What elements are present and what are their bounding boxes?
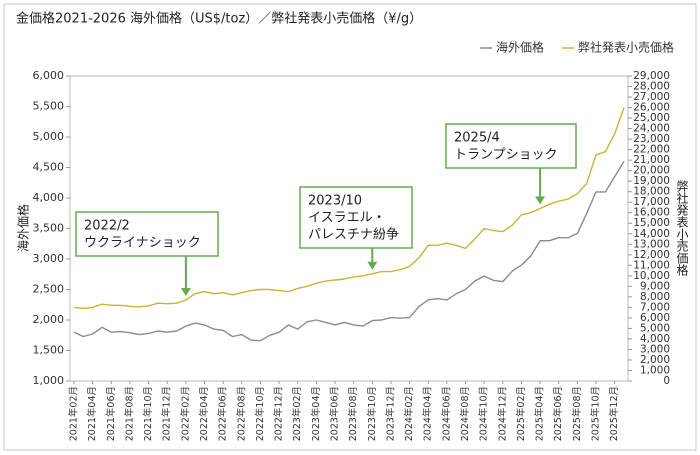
- x-tick-label: 2021年06月: [105, 386, 117, 441]
- x-tick-label: 2023年12月: [384, 386, 396, 441]
- y2-tick-label: 4,000: [640, 333, 670, 345]
- x-tick-label: 2024年06月: [440, 386, 452, 441]
- y2-tick-label: 17,000: [633, 196, 670, 208]
- y2-tick-label: 23,000: [633, 133, 670, 145]
- x-tick-label: 2021年02月: [68, 386, 80, 441]
- x-tick-label: 2025年12月: [608, 386, 620, 441]
- y2-tick-label: 0: [663, 375, 670, 387]
- x-tick-label: 2022年06月: [217, 386, 229, 441]
- y2-tick-label: 28,000: [633, 81, 670, 93]
- x-tick-label: 2022年12月: [273, 386, 285, 441]
- y2-tick-label: 24,000: [633, 123, 670, 135]
- y2-tick-label: 1,000: [640, 364, 670, 376]
- y2-tick-label: 8,000: [640, 291, 670, 303]
- x-tick-label: 2021年10月: [142, 386, 154, 441]
- y2-tick-label: 21,000: [633, 154, 670, 166]
- annotation-arrowhead: [180, 288, 191, 297]
- annotation-text: 2022/2: [84, 219, 130, 234]
- x-tick-label: 2021年12月: [161, 386, 173, 441]
- x-tick-label: 2024年12月: [496, 386, 508, 441]
- x-tick-label: 2021年08月: [123, 386, 135, 441]
- y2-tick-label: 26,000: [633, 102, 670, 114]
- y2-tick-label: 18,000: [633, 186, 670, 198]
- annotation-box: [75, 211, 219, 257]
- x-tick-label: 2025年06月: [552, 386, 564, 441]
- annotation-box: [445, 123, 577, 169]
- x-tick-label: 2024年08月: [459, 386, 471, 441]
- y2-tick-label: 29,000: [633, 70, 670, 82]
- series-line: [73, 161, 625, 342]
- annotation-text: トランプショック: [454, 148, 558, 163]
- y2-tick-label: 9,000: [640, 280, 670, 292]
- y2-tick-label: 7,000: [640, 301, 670, 313]
- y2-tick-label: 10,000: [633, 270, 670, 282]
- y2-tick-label: 6,000: [640, 312, 670, 324]
- y2-tick-label: 13,000: [633, 238, 670, 250]
- y-tick-label: 5,000: [33, 130, 65, 143]
- x-tick-label: 2025年08月: [571, 386, 583, 441]
- x-tick-label: 2024年10月: [478, 386, 490, 441]
- y2-tick-label: 25,000: [633, 112, 670, 124]
- x-tick-label: 2022年08月: [235, 386, 247, 441]
- y2-tick-label: 15,000: [633, 217, 670, 229]
- y2-tick-label: 11,000: [633, 259, 670, 271]
- y2-tick-label: 14,000: [633, 228, 670, 240]
- chart-title: 金価格2021-2026 海外価格（US$/toz）／弊社発表小売価格（¥/g）: [16, 11, 422, 27]
- legend-label: 海外価格: [496, 40, 544, 55]
- y-tick-label: 4,000: [33, 191, 65, 204]
- y2-tick-label: 16,000: [633, 207, 670, 219]
- series-line: [73, 107, 625, 310]
- annotation-text: パレスチナ紛争: [308, 228, 399, 243]
- x-tick-label: 2024年04月: [422, 386, 434, 441]
- y-tick-label: 1,500: [33, 344, 65, 357]
- annotation-text: イスラエル・: [308, 211, 386, 226]
- y2-tick-label: 5,000: [640, 322, 670, 334]
- y-tick-label: 3,000: [33, 252, 65, 265]
- y-tick-label: 4,500: [33, 161, 65, 174]
- x-tick-label: 2023年02月: [291, 386, 303, 441]
- x-tick-label: 2021年04月: [86, 386, 98, 441]
- y2-tick-label: 22,000: [633, 144, 670, 156]
- y-tick-label: 3,500: [33, 222, 65, 235]
- x-tick-label: 2023年06月: [329, 386, 341, 441]
- y2-tick-label: 2,000: [640, 354, 670, 366]
- x-tick-label: 2022年02月: [179, 386, 191, 441]
- y2-tick-label: 3,000: [640, 343, 670, 355]
- x-tick-label: 2023年08月: [347, 386, 359, 441]
- y-tick-label: 1,000: [33, 374, 65, 387]
- annotation-text: 2025/4: [454, 131, 500, 146]
- y2-tick-label: 27,000: [633, 91, 670, 103]
- x-tick-label: 2025年04月: [534, 386, 546, 441]
- y-axis-title: 海外価格: [16, 204, 31, 252]
- annotation-box: [299, 186, 413, 249]
- x-tick-label: 2025年02月: [515, 386, 527, 441]
- y-tick-label: 2,000: [33, 313, 65, 326]
- x-tick-label: 2023年04月: [310, 386, 322, 441]
- y2-axis-title: 弊社発表小売価格: [675, 179, 689, 276]
- y-tick-label: 6,000: [33, 69, 65, 82]
- x-tick-label: 2023年10月: [366, 386, 378, 441]
- x-tick-label: 2024年02月: [403, 386, 415, 441]
- annotation-text: 2023/10: [308, 194, 362, 209]
- x-tick-label: 2022年04月: [198, 386, 210, 441]
- annotation-arrowhead: [367, 261, 378, 270]
- y2-tick-label: 19,000: [633, 175, 670, 187]
- y2-tick-label: 12,000: [633, 249, 670, 261]
- y2-tick-label: 20,000: [633, 165, 670, 177]
- annotation-arrowhead: [535, 196, 546, 205]
- x-tick-label: 2022年10月: [254, 386, 266, 441]
- x-tick-label: 2025年10月: [590, 386, 602, 441]
- y-tick-label: 5,500: [33, 100, 65, 113]
- y-tick-label: 2,500: [33, 283, 65, 296]
- legend-label: 弊社発表小売価格: [578, 40, 674, 55]
- annotation-text: ウクライナショック: [84, 236, 201, 251]
